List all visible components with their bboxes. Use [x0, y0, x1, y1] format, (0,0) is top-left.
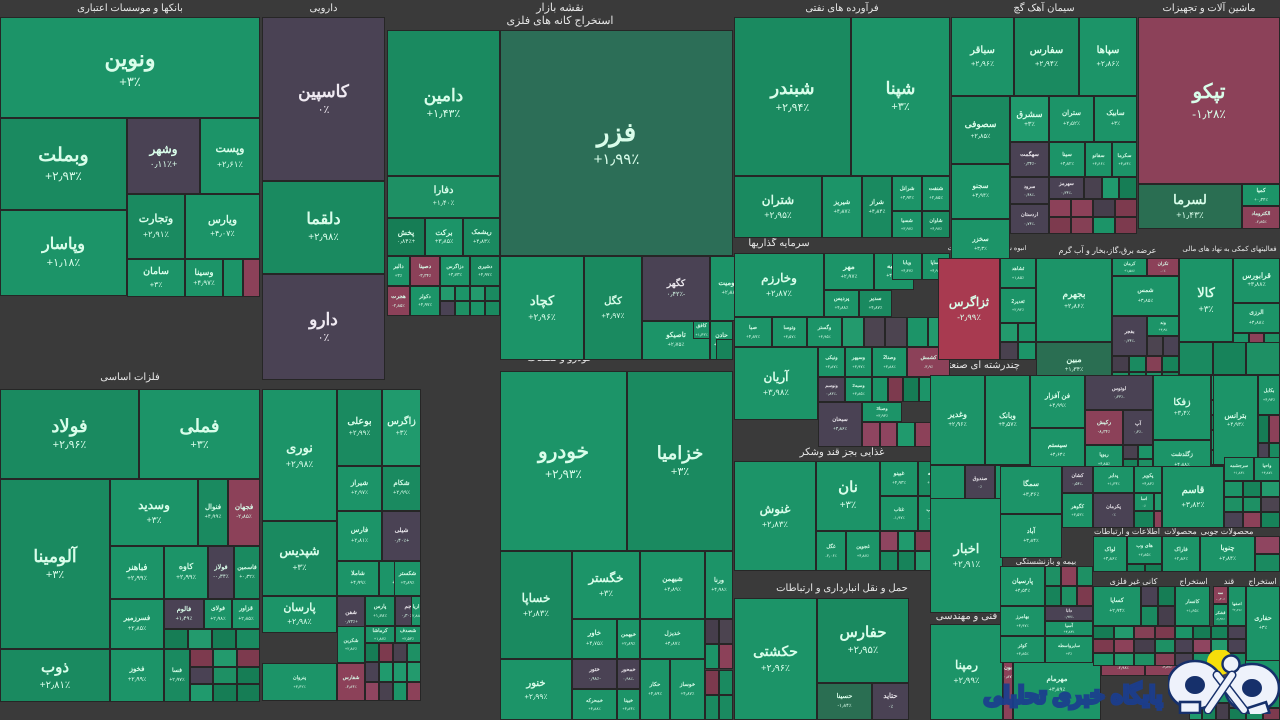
svg-text:پایگاه خبری تحلیلی: پایگاه خبری تحلیلی — [984, 681, 1163, 710]
